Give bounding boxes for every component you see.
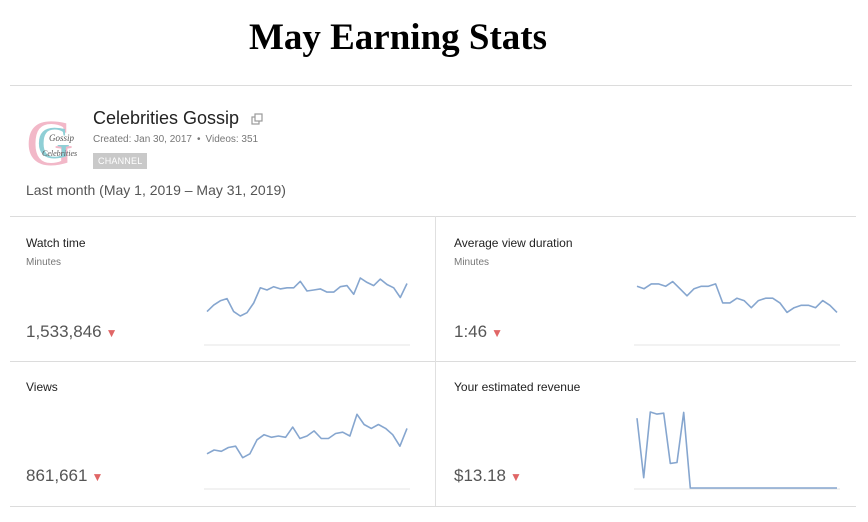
trend-down-icon: ▼ — [105, 326, 118, 340]
channel-meta: Created: Jan 30, 2017 • Videos: 351 — [93, 134, 258, 145]
metric-value: 861,661 ▼ — [26, 466, 103, 486]
metric-number: $13.18 — [454, 466, 506, 485]
svg-text:G: G — [37, 117, 70, 168]
row-divider — [10, 361, 856, 362]
channel-name[interactable]: Celebrities Gossip — [93, 108, 240, 128]
estimated-revenue-sparkline[interactable] — [634, 408, 840, 490]
metric-label: Average view duration — [454, 236, 573, 250]
watch-time-sparkline[interactable] — [204, 270, 410, 346]
metric-value: $13.18 ▼ — [454, 466, 522, 486]
page-title: May Earning Stats — [248, 17, 548, 58]
sparkline-series — [206, 413, 408, 459]
views-sparkline[interactable] — [204, 408, 410, 490]
channel-badge: CHANNEL — [93, 153, 148, 169]
metric-card-avg-view-duration[interactable]: Average view duration Minutes 1:46 ▼ — [454, 236, 868, 379]
separator-dot: • — [196, 134, 201, 145]
trend-down-icon: ▼ — [491, 326, 503, 340]
metric-value: 1:46 ▼ — [454, 322, 503, 342]
open-external-icon[interactable] — [251, 113, 263, 125]
metric-label: Your estimated revenue — [454, 380, 581, 394]
svg-text:Celebrities: Celebrities — [42, 149, 77, 158]
date-range: Last month (May 1, 2019 – May 31, 2019) — [26, 182, 286, 198]
metric-number: 1,533,846 — [26, 322, 102, 341]
metric-card-watch-time[interactable]: Watch time Minutes 1,533,846 ▼ — [26, 236, 446, 379]
created-date: Created: Jan 30, 2017 — [93, 134, 192, 145]
metric-card-views[interactable]: Views 861,661 ▼ — [26, 380, 446, 522]
metric-unit: Minutes — [454, 257, 490, 268]
trend-down-icon: ▼ — [510, 470, 522, 484]
sparkline-series — [636, 411, 837, 489]
avg-view-duration-sparkline[interactable] — [634, 270, 840, 346]
header-divider — [10, 216, 856, 217]
metric-label: Views — [26, 380, 58, 394]
title-divider — [10, 85, 852, 86]
column-divider — [435, 216, 436, 506]
metric-number: 861,661 — [26, 466, 88, 485]
metric-number: 1:46 — [454, 322, 488, 341]
sparkline-series — [206, 277, 408, 317]
metric-label: Watch time — [26, 236, 86, 250]
channel-logo[interactable]: G G Gossip Celebrities — [24, 108, 88, 172]
metric-unit: Minutes — [26, 257, 62, 268]
trend-down-icon: ▼ — [91, 470, 104, 484]
video-count: Videos: 351 — [205, 134, 259, 145]
metric-card-estimated-revenue[interactable]: Your estimated revenue $13.18 ▼ — [454, 380, 868, 522]
svg-text:G: G — [26, 108, 74, 172]
bottom-divider — [10, 506, 856, 507]
svg-text:Gossip: Gossip — [49, 133, 75, 143]
sparkline-series — [636, 280, 838, 314]
metric-value: 1,533,846 ▼ — [26, 322, 118, 342]
